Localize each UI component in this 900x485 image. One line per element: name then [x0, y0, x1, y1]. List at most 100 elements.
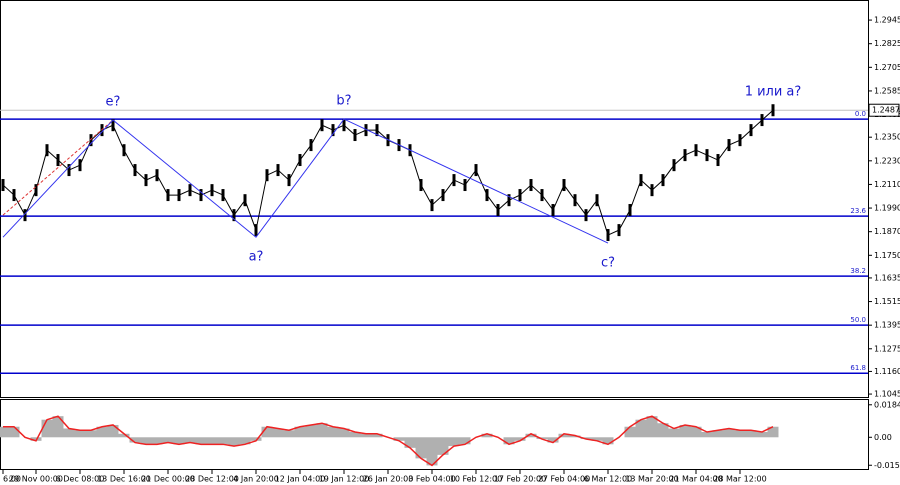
x-tick-label: 19 Jan 12:00: [319, 475, 370, 484]
osc-bar: [239, 437, 251, 445]
fibo-label: 23.6: [850, 207, 866, 215]
osc-bar: [580, 437, 592, 440]
x-tick-label: 10 Feb 12:00: [450, 475, 502, 484]
osc-bar: [657, 423, 669, 438]
y-tick-label: 1.1515: [874, 297, 900, 306]
osc-bar: [96, 426, 108, 438]
x-tick-label: 3 Feb 04:00: [408, 475, 455, 484]
x-tick-label: 12 Jan 04:00: [275, 475, 326, 484]
wave-label: a?: [249, 250, 264, 265]
osc-bar: [52, 416, 64, 438]
osc-bar: [668, 428, 680, 438]
osc-bar: [448, 437, 460, 447]
osc-bar: [327, 426, 339, 438]
y-tick-label: 1.2705: [874, 63, 900, 72]
x-tick-label: 29 Nov 00:00: [9, 475, 63, 484]
osc-bar: [228, 437, 240, 447]
osc-bar: [481, 433, 493, 438]
osc-bar: [767, 426, 779, 438]
osc-bar: [734, 430, 746, 438]
x-tick-label: 27 Feb 04:00: [538, 475, 590, 484]
y-tick-label: 1.1870: [874, 227, 900, 236]
osc-bar: [635, 419, 647, 438]
osc-bar: [624, 426, 636, 438]
x-tick-label: 21 Mar 04:00: [669, 475, 722, 484]
osc-bar: [701, 432, 713, 438]
x-tick-label: 13 Dec 16:00: [97, 475, 151, 484]
osc-bar: [250, 437, 262, 441]
y-tick-label: 1.1160: [874, 367, 900, 376]
x-tick-label: 13 Mar 20:00: [625, 475, 678, 484]
wave-label: c?: [601, 256, 615, 271]
wave-line: [2, 118, 609, 244]
osc-bar: [393, 437, 405, 441]
y-tick-label: 1.2945: [874, 16, 900, 25]
x-tick-label: 28 Mar 12:00: [713, 475, 766, 484]
fibo-label: 38.2: [850, 267, 866, 275]
osc-bar: [85, 430, 97, 438]
x-tick-label: 6 Mar 12:00: [584, 475, 632, 484]
y-tick-label: 1.1990: [874, 204, 900, 213]
osc-bar: [525, 433, 537, 438]
price-tag-label: 1.2487: [872, 106, 900, 115]
y-tick-label: 1.1750: [874, 251, 900, 260]
x-tick-label: 21 Dec 00:00: [141, 475, 195, 484]
osc-bar: [547, 437, 559, 443]
osc-bar: [129, 437, 141, 443]
osc-bar: [0, 426, 9, 438]
y-tick-label: 1.2350: [874, 133, 900, 142]
osc-bar: [184, 437, 196, 443]
osc-bar: [569, 435, 581, 438]
osc-bar: [437, 437, 449, 455]
y-tick-label: 1.1635: [874, 273, 900, 282]
osc-bar: [712, 430, 724, 438]
x-tick-label: 17 Feb 20:00: [494, 475, 546, 484]
x-tick-label: 6 Dec 08:00: [56, 475, 105, 484]
osc-bar: [195, 437, 207, 445]
osc-bar: [41, 419, 53, 438]
x-tick-label: 4 Jan 20:00: [233, 475, 279, 484]
osc-bar: [151, 437, 163, 445]
osc-bar: [261, 426, 273, 438]
wave-label: 1 или a?: [745, 85, 802, 100]
osc-bar: [217, 437, 229, 445]
osc-bar: [745, 430, 757, 438]
main-panel: [0, 0, 869, 398]
x-tick-label: 28 Dec 12:00: [185, 475, 239, 484]
osc-bar: [118, 433, 130, 438]
osc-bar: [514, 437, 526, 441]
fibo-label: 0.0: [855, 110, 866, 118]
osc-bar: [173, 437, 185, 445]
osc-bar: [459, 437, 471, 445]
osc-bar: [558, 433, 570, 438]
osc-bar: [338, 428, 350, 438]
y-tick-label: 1.2110: [874, 180, 900, 189]
osc-bar: [8, 426, 20, 438]
y-tick-label: 1.1275: [874, 344, 900, 353]
osc-bar: [404, 437, 416, 448]
y-tick-label: 1.1045: [874, 390, 900, 399]
osc-bar: [74, 430, 86, 438]
osc-bar: [371, 433, 383, 438]
osc-bar: [283, 430, 295, 438]
x-tick-label: 26 Jan 20:00: [363, 475, 414, 484]
osc-bar: [503, 437, 515, 445]
osc-bar: [162, 437, 174, 443]
osc-bar: [140, 437, 152, 445]
osc-tick-label: -0.0159: [874, 461, 900, 470]
x-tick-label: 6:00: [3, 475, 21, 484]
osc-tick-label: 0.00: [874, 433, 892, 442]
osc-bar: [415, 437, 427, 459]
fibo-label: 61.8: [850, 364, 866, 372]
osc-bar: [294, 426, 306, 438]
osc-tick-label: 0.01848: [874, 400, 900, 409]
osc-bar: [272, 428, 284, 438]
osc-bar: [305, 424, 317, 438]
y-tick-label: 1.2825: [874, 39, 900, 48]
osc-bar: [426, 437, 438, 466]
y-tick-label: 1.2585: [874, 86, 900, 95]
y-tick-label: 1.2230: [874, 156, 900, 165]
wave-label: e?: [106, 95, 121, 110]
osc-bar: [360, 433, 372, 438]
